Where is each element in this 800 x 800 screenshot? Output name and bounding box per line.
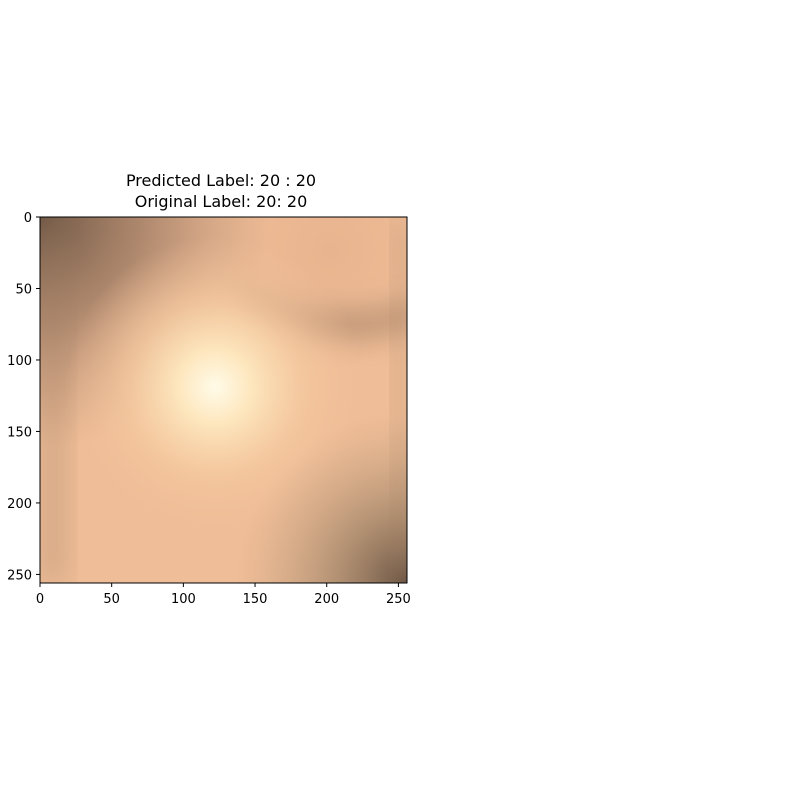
x-tick-label: 200 — [314, 592, 339, 607]
x-tick-label: 0 — [36, 592, 44, 607]
y-tick-label: 100 — [7, 354, 32, 369]
photo-image — [40, 217, 407, 583]
y-tick-label: 50 — [15, 282, 32, 297]
y-tick-label: 150 — [7, 425, 32, 440]
y-tick-label: 200 — [7, 497, 32, 512]
original-label-title: Original Label: 20: 20 — [134, 192, 308, 211]
x-tick-label: 250 — [386, 592, 411, 607]
axes-frame — [39, 216, 408, 584]
y-tick-label: 0 — [24, 211, 32, 226]
x-tick-label: 100 — [171, 592, 196, 607]
x-axis: 0 50 100 150 200 250 — [36, 583, 411, 607]
y-tick-label: 250 — [7, 568, 32, 583]
x-tick-label: 50 — [103, 592, 120, 607]
x-tick-label: 150 — [243, 592, 268, 607]
predicted-label-title: Predicted Label: 20 : 20 — [125, 171, 317, 190]
y-axis: 0 50 100 150 200 250 — [7, 211, 40, 583]
